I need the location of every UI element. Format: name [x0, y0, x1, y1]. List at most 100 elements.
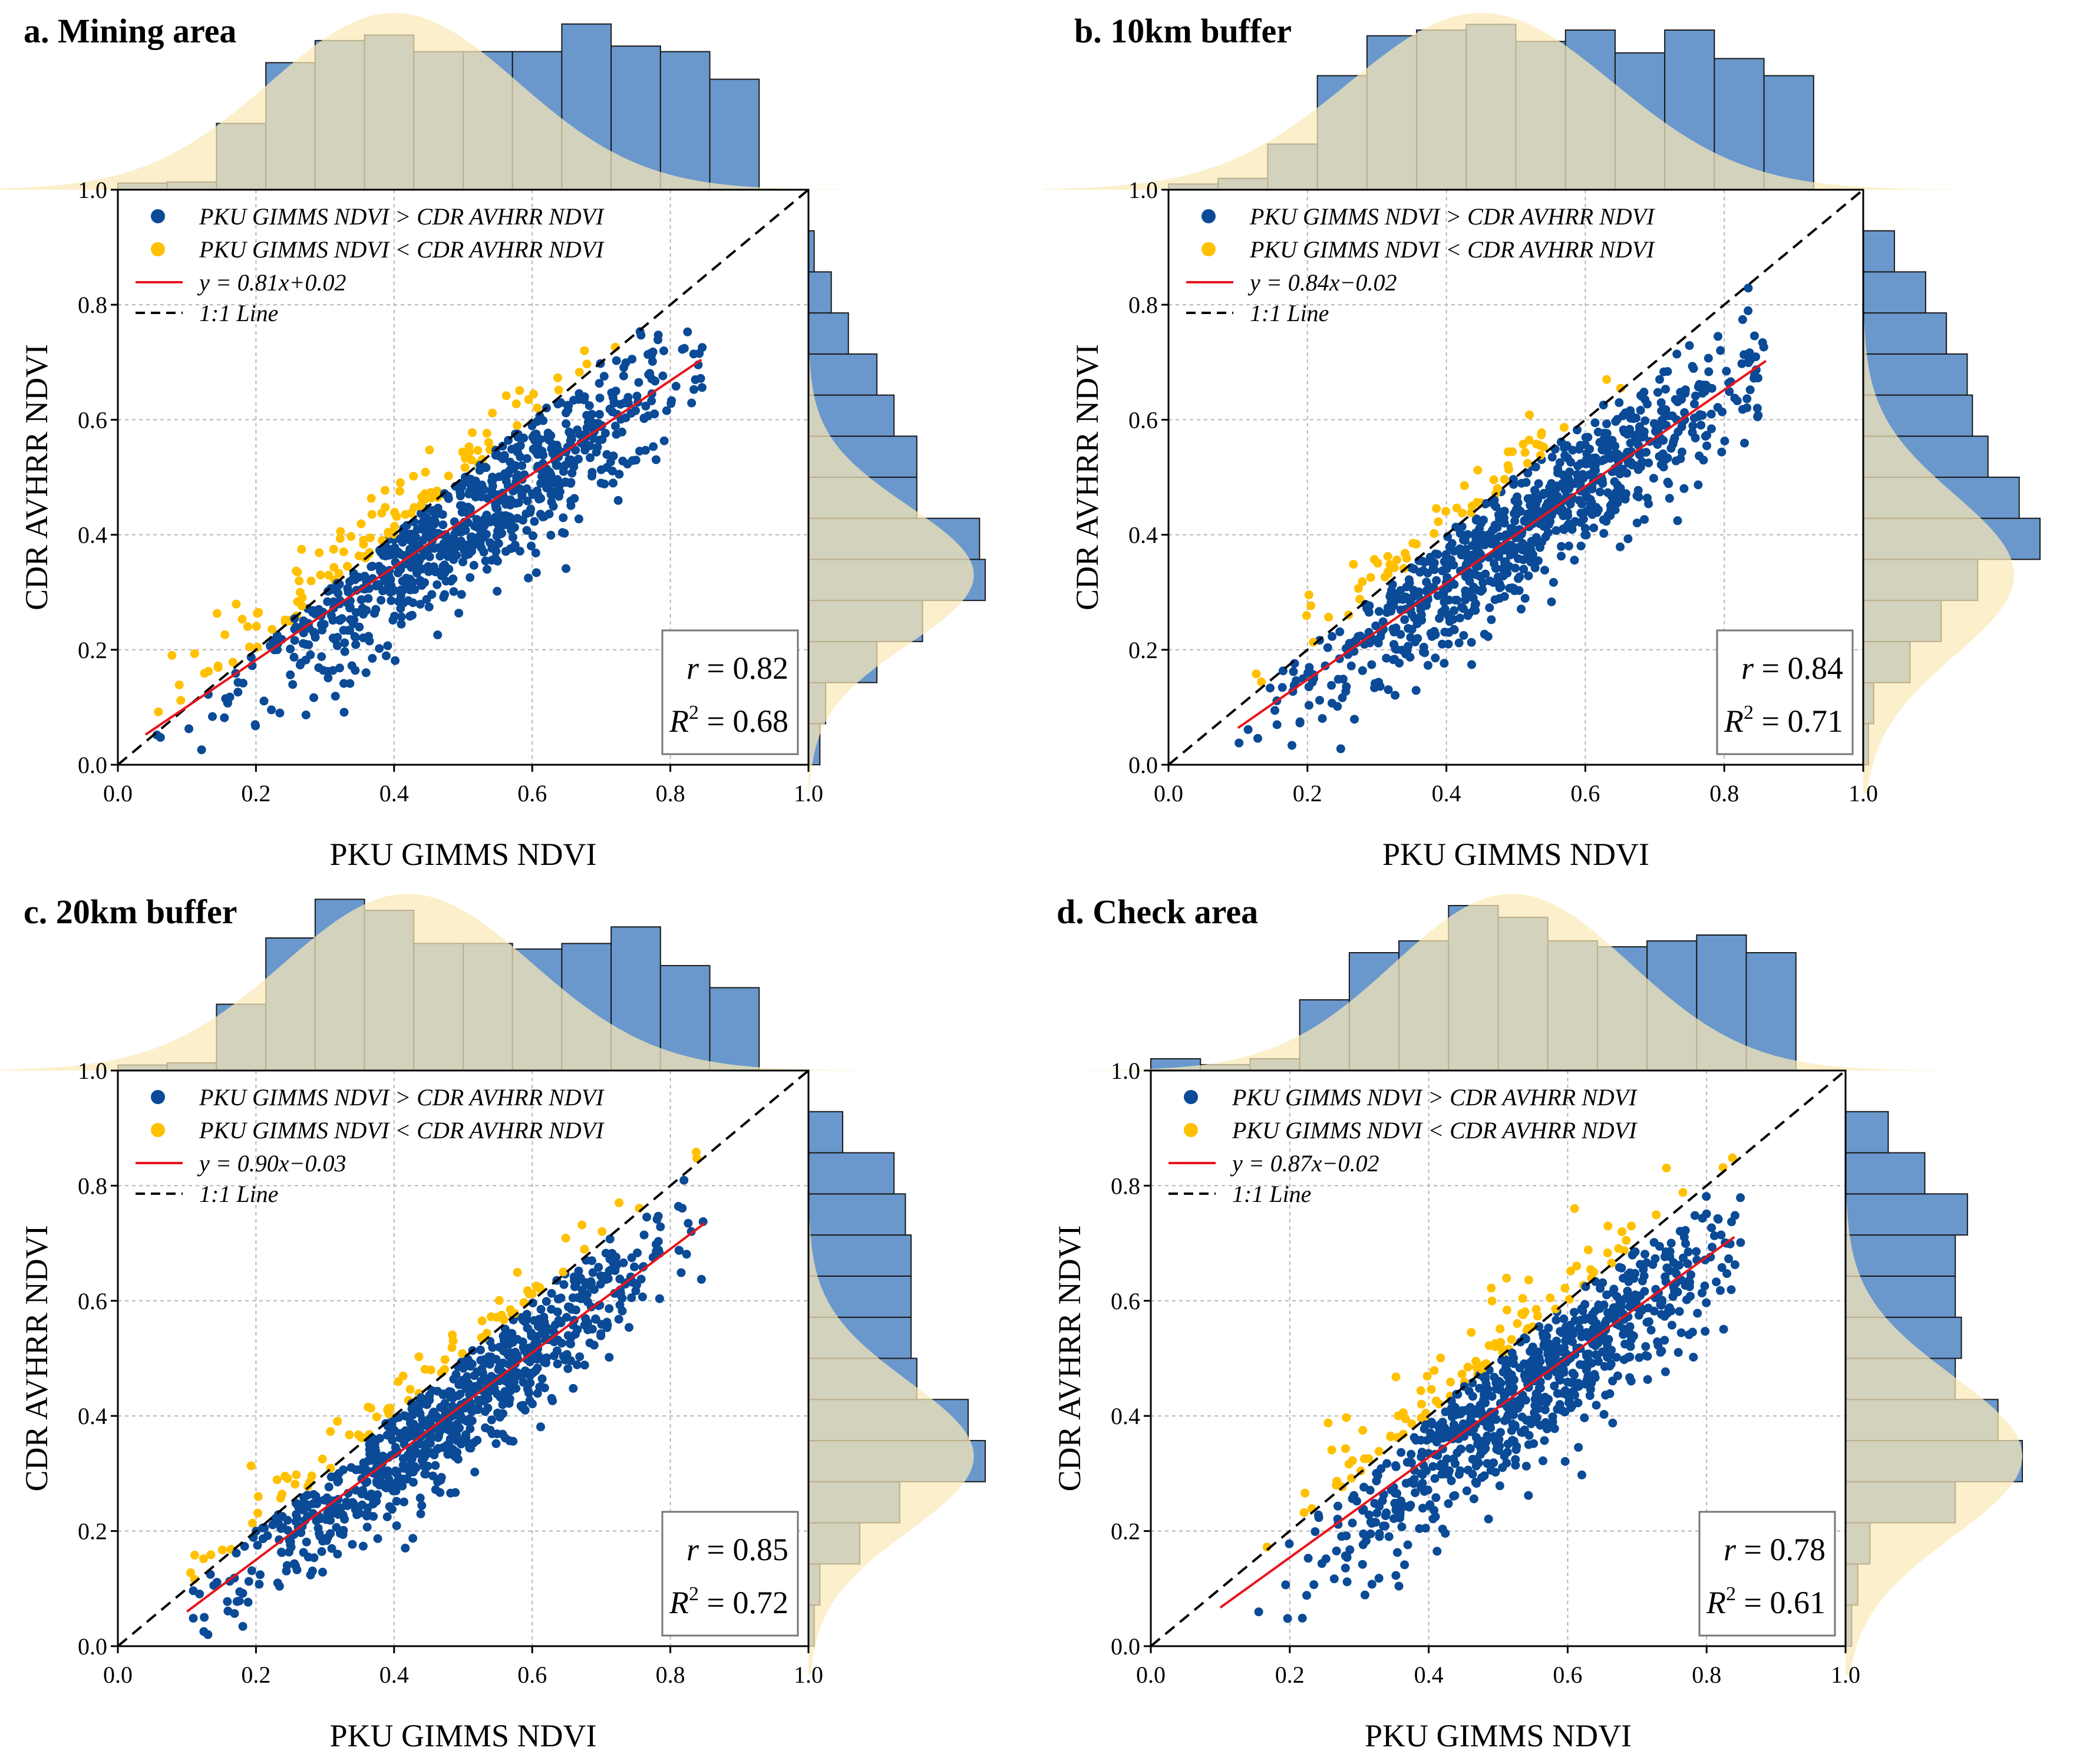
- point-pku-greater: [581, 1314, 590, 1323]
- right-hist-bar: [808, 1193, 906, 1236]
- point-pku-less: [414, 1352, 424, 1362]
- point-pku-greater: [1543, 488, 1553, 498]
- point-pku-greater: [1740, 438, 1749, 448]
- point-pku-greater: [473, 1405, 482, 1415]
- point-pku-greater: [1483, 1385, 1493, 1394]
- point-pku-greater: [1589, 523, 1599, 533]
- point-pku-greater: [483, 564, 491, 574]
- point-pku-greater: [616, 399, 625, 409]
- point-pku-greater: [1634, 493, 1643, 501]
- point-pku-greater: [1454, 638, 1464, 648]
- point-pku-greater: [1692, 1247, 1701, 1256]
- point-pku-greater: [438, 520, 448, 530]
- point-pku-greater: [666, 399, 676, 408]
- point-pku-greater: [499, 1358, 508, 1367]
- point-pku-less: [1627, 1221, 1636, 1231]
- point-pku-greater: [1724, 1254, 1734, 1263]
- point-pku-less: [1531, 1304, 1541, 1314]
- point-pku-greater: [1661, 455, 1670, 464]
- point-pku-greater: [470, 1371, 479, 1380]
- x-tick-label: 1.0: [1831, 1661, 1860, 1688]
- point-pku-greater: [679, 343, 689, 353]
- point-pku-greater: [1688, 1327, 1697, 1337]
- point-pku-less: [494, 1296, 504, 1305]
- point-pku-greater: [504, 1351, 513, 1360]
- point-pku-greater: [501, 520, 510, 530]
- point-pku-less: [1391, 1372, 1401, 1382]
- point-pku-greater: [1501, 557, 1510, 566]
- point-pku-less: [291, 1479, 300, 1489]
- point-pku-greater: [1722, 366, 1731, 376]
- point-pku-greater: [477, 543, 486, 553]
- point-pku-greater: [1447, 577, 1456, 586]
- right-marginal: [1845, 1013, 2023, 1675]
- point-pku-greater: [1528, 1342, 1537, 1352]
- point-pku-less: [464, 442, 474, 451]
- panel-b: 0.0 0.2 0.4 0.6 0.8 1.0 0.0 0.2 0.4 0.6 0.8 1.0 PKU …: [1043, 12, 2041, 872]
- point-pku-greater: [209, 1581, 219, 1590]
- point-pku-greater: [476, 1345, 485, 1355]
- point-pku-greater: [1620, 1339, 1629, 1349]
- point-pku-greater: [306, 1570, 315, 1580]
- point-pku-greater: [1555, 1376, 1564, 1385]
- point-pku-greater: [565, 1303, 575, 1312]
- stat-equals: =: [699, 703, 732, 739]
- point-pku-greater: [1699, 455, 1708, 465]
- point-pku-greater: [467, 1416, 477, 1425]
- x-tick-label: 0.4: [1432, 780, 1461, 807]
- point-pku-greater: [1534, 1322, 1544, 1332]
- point-pku-greater: [448, 1445, 458, 1454]
- point-pku-greater: [435, 1488, 445, 1497]
- point-pku-less: [487, 1312, 496, 1322]
- point-pku-greater: [351, 1505, 360, 1514]
- x-tick-label: 0.6: [517, 780, 547, 807]
- point-pku-greater: [1465, 1444, 1475, 1454]
- point-pku-greater: [1702, 1298, 1711, 1307]
- point-pku-less: [336, 527, 345, 536]
- point-pku-greater: [433, 1386, 442, 1396]
- point-pku-greater: [428, 1471, 438, 1481]
- point-pku-greater: [289, 652, 299, 662]
- point-pku-less: [213, 663, 223, 672]
- x-tick-label: 0.0: [103, 780, 133, 807]
- point-pku-greater: [601, 428, 610, 438]
- point-pku-greater: [1630, 1247, 1640, 1257]
- point-pku-greater: [1714, 332, 1722, 341]
- point-pku-less: [460, 463, 470, 472]
- point-pku-greater: [1272, 720, 1282, 729]
- point-pku-less: [561, 1233, 570, 1243]
- point-pku-greater: [1684, 1247, 1693, 1257]
- point-pku-greater: [401, 1426, 410, 1435]
- point-pku-greater: [572, 1360, 582, 1369]
- point-pku-greater: [1643, 1303, 1653, 1313]
- point-pku-greater: [1524, 1491, 1533, 1500]
- point-pku-greater: [1655, 375, 1664, 384]
- point-pku-greater: [392, 1521, 401, 1531]
- point-pku-less: [199, 1554, 208, 1564]
- point-pku-greater: [323, 597, 332, 606]
- point-pku-greater: [532, 568, 541, 577]
- point-pku-greater: [422, 1400, 431, 1409]
- plot-frame: [117, 1069, 810, 1647]
- point-pku-greater: [238, 1621, 247, 1631]
- point-pku-greater: [1461, 544, 1470, 554]
- point-pku-greater: [457, 507, 467, 517]
- point-pku-greater: [1384, 1532, 1394, 1541]
- point-pku-greater: [631, 406, 640, 415]
- point-pku-less: [1502, 1306, 1511, 1314]
- right-hist-bar: [1845, 1152, 1926, 1195]
- point-pku-greater: [1418, 1504, 1427, 1513]
- point-pku-greater: [1592, 503, 1601, 512]
- point-pku-greater: [1358, 1505, 1368, 1515]
- point-pku-greater: [1563, 454, 1572, 463]
- point-pku-greater: [244, 1577, 253, 1586]
- point-pku-less: [513, 1268, 522, 1277]
- point-pku-greater: [1508, 1397, 1518, 1406]
- point-pku-less: [477, 1316, 487, 1326]
- point-pku-greater: [418, 520, 428, 530]
- point-pku-greater: [1610, 441, 1620, 451]
- stat-r2-symbol: R: [669, 703, 689, 739]
- point-pku-greater: [375, 580, 384, 589]
- point-pku-greater: [1400, 1560, 1409, 1570]
